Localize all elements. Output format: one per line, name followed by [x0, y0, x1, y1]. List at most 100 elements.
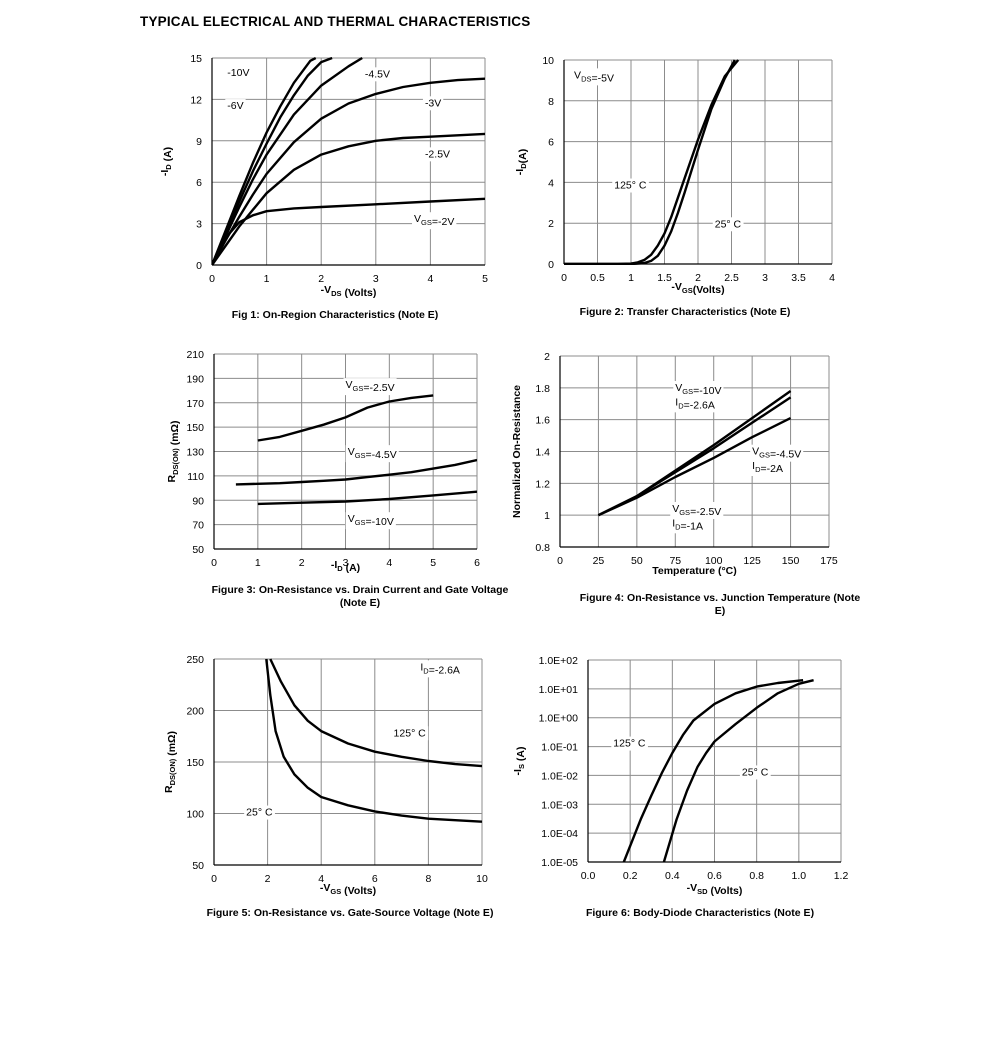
x-tick-label: 2 [318, 273, 324, 285]
x-tick-label: 1 [255, 557, 261, 569]
x-tick-label: 25 [593, 555, 605, 567]
x-axis-label: -VDS (Volts) [321, 284, 377, 299]
series-line-3 [212, 57, 363, 266]
x-tick-label: 0.8 [749, 870, 764, 882]
y-tick-label: 1.8 [535, 383, 550, 395]
y-tick-label: 15 [190, 53, 202, 65]
series-line-4 [212, 77, 485, 266]
x-axis-label: Temperature (°C) [652, 565, 737, 577]
series-line-1 [257, 394, 434, 442]
y-tick-label: 1 [544, 510, 550, 522]
series-line-2 [564, 59, 736, 265]
y-tick-label: 170 [186, 398, 204, 410]
series-line-1 [269, 658, 482, 768]
chart-caption: Figure 3: On-Resistance vs. Drain Curren… [211, 584, 509, 609]
y-axis-label: Normalized On-Resistance [511, 385, 523, 518]
series-line-5 [212, 132, 485, 266]
annotation-label: VGS=-4.5V [752, 446, 801, 461]
y-tick-label: 1.2 [535, 478, 550, 490]
annotation-background [611, 736, 648, 751]
x-tick-label: 0.0 [581, 870, 596, 882]
x-tick-label: 3.5 [791, 272, 806, 284]
figure-3-on-resistance-vs-drain-current: 0 1 2 3 4 5 6 50 70 90 110 130 150 170 190 210 -ID (A) RD… [150, 345, 510, 620]
x-tick-label: 6 [474, 557, 480, 569]
x-tick-label: 0 [561, 272, 567, 284]
annotation-label: -2.5V [425, 148, 450, 160]
figure-2-transfer-characteristics: 0 0.5 1 1.5 2 2.5 3 3.5 4 0 2 4 6 8 10 -VGS(Volts) -ID(A… [505, 48, 855, 323]
y-tick-label: 1.0E-05 [541, 857, 578, 869]
x-tick-label: 0.5 [590, 272, 605, 284]
x-tick-label: 3 [373, 273, 379, 285]
x-tick-label: 0.4 [665, 870, 680, 882]
y-tick-label: 150 [186, 757, 204, 769]
annotation-background [612, 178, 649, 193]
annotation-label: VGS=-2.5V [346, 379, 395, 394]
y-axis-label: RDS(ON) (mΩ) [163, 731, 178, 793]
annotation-label: ID=-2.6A [420, 661, 460, 676]
series-line-1 [212, 57, 317, 266]
x-tick-label: 1.5 [657, 272, 672, 284]
y-tick-label: 6 [196, 177, 202, 189]
annotation-label: VGS=-10V [675, 382, 721, 397]
chart-svg: 0 1 2 3 4 5 6 50 70 90 110 130 150 170 190 210 -ID (A) RD… [166, 349, 480, 574]
y-tick-label: 1.4 [535, 447, 550, 459]
x-tick-label: 4 [318, 873, 324, 885]
chart-svg: 0 2 4 6 8 10 50 100 150 200 250 -VGS (Volts) RDS(ON)… [163, 654, 488, 897]
x-axis-label: -VGS(Volts) [671, 281, 724, 296]
x-tick-label: 0.6 [707, 870, 722, 882]
x-axis-label: -ID (A) [331, 559, 360, 574]
annotation-background [670, 516, 706, 534]
grid [563, 59, 833, 265]
x-tick-label: 100 [705, 555, 723, 567]
annotation-label: 125° C [614, 180, 647, 192]
chart-caption: Figure 5: On-Resistance vs. Gate-Source … [206, 907, 494, 919]
x-tick-label: 5 [430, 557, 436, 569]
y-tick-label: 4 [548, 177, 554, 189]
chart-caption: Figure 2: Transfer Characteristics (Note… [579, 306, 791, 318]
y-tick-label: 1.6 [535, 415, 550, 427]
y-axis-label: -IS (A) [512, 747, 527, 776]
figure-1-on-region-characteristics: 0 1 2 3 4 5 0 3 6 9 12 15 -VDS (Volts) -ID (A) -10V -6V… [150, 48, 500, 323]
annotation-background [412, 212, 457, 230]
y-tick-label: 1.0E+00 [539, 713, 579, 725]
y-tick-label: 210 [186, 349, 204, 361]
x-tick-label: 4 [427, 273, 433, 285]
series-line-1 [622, 679, 804, 863]
annotation-background [343, 378, 397, 396]
annotation-label: -10V [227, 67, 249, 79]
annotation-label: 25° C [715, 218, 742, 230]
y-tick-label: 200 [186, 706, 204, 718]
x-tick-label: 125 [743, 555, 761, 567]
y-tick-label: 6 [548, 137, 554, 149]
y-tick-label: 10 [542, 55, 554, 67]
annotation-label: ID=-1A [672, 517, 703, 532]
y-axis-label: -ID(A) [514, 149, 529, 175]
annotation-background [673, 381, 724, 399]
series-line-2 [212, 57, 333, 266]
x-axis-label: -VGS (Volts) [320, 882, 376, 897]
annotation-label: ID=-2.6A [675, 396, 715, 411]
annotation-background [225, 99, 246, 114]
y-tick-label: 250 [186, 654, 204, 666]
x-tick-label: 5 [482, 273, 488, 285]
x-tick-label: 0 [211, 873, 217, 885]
chart-caption: Figure 4: On-Resistance vs. Junction Tem… [579, 592, 861, 617]
y-tick-label: 2 [544, 351, 550, 363]
grid [213, 353, 478, 550]
annotation-background [750, 444, 804, 462]
annotation-background [345, 445, 399, 463]
series-line-2 [597, 396, 792, 517]
y-tick-label: 190 [186, 373, 204, 385]
x-tick-label: 4 [386, 557, 392, 569]
page-title: TYPICAL ELECTRICAL AND THERMAL CHARACTER… [140, 14, 531, 29]
series-line-1 [564, 59, 740, 265]
annotation-background [244, 805, 275, 820]
annotation-background [225, 65, 252, 80]
annotation-label: -4.5V [365, 68, 390, 80]
x-tick-label: 175 [820, 555, 838, 567]
annotation-background [750, 459, 785, 477]
annotation-label: VDS=-5V [574, 69, 614, 84]
y-tick-label: 0 [548, 259, 554, 271]
x-tick-label: 0 [557, 555, 563, 567]
x-tick-label: 4 [829, 272, 835, 284]
